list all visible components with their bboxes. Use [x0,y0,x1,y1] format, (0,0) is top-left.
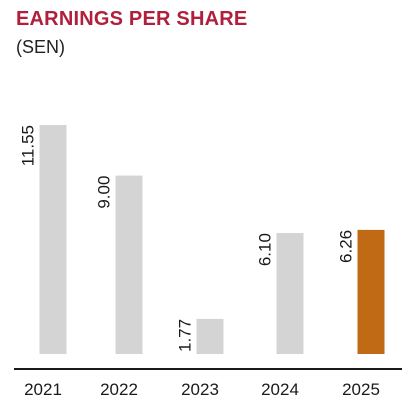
bar-2024 [276,233,304,354]
x-tick-label-2025: 2025 [342,380,380,399]
x-tick-label-2021: 2021 [24,380,62,399]
value-label-2022: 9.00 [95,176,114,209]
x-tick-label-2022: 2022 [100,380,138,399]
value-label-2021: 11.55 [19,125,38,166]
bar-2023 [196,318,224,354]
bar-2022 [115,175,143,354]
value-label-2023: 1.77 [176,319,195,352]
value-label-2025: 6.26 [337,230,356,263]
bar-2025 [357,229,385,354]
x-tick-label-2023: 2023 [181,380,219,399]
chart-subtitle: (SEN) [16,37,65,57]
value-label-2024: 6.10 [256,233,275,266]
x-tick-label-2024: 2024 [261,380,299,399]
chart-title: EARNINGS PER SHARE [16,8,248,30]
bar-2021 [39,125,67,354]
